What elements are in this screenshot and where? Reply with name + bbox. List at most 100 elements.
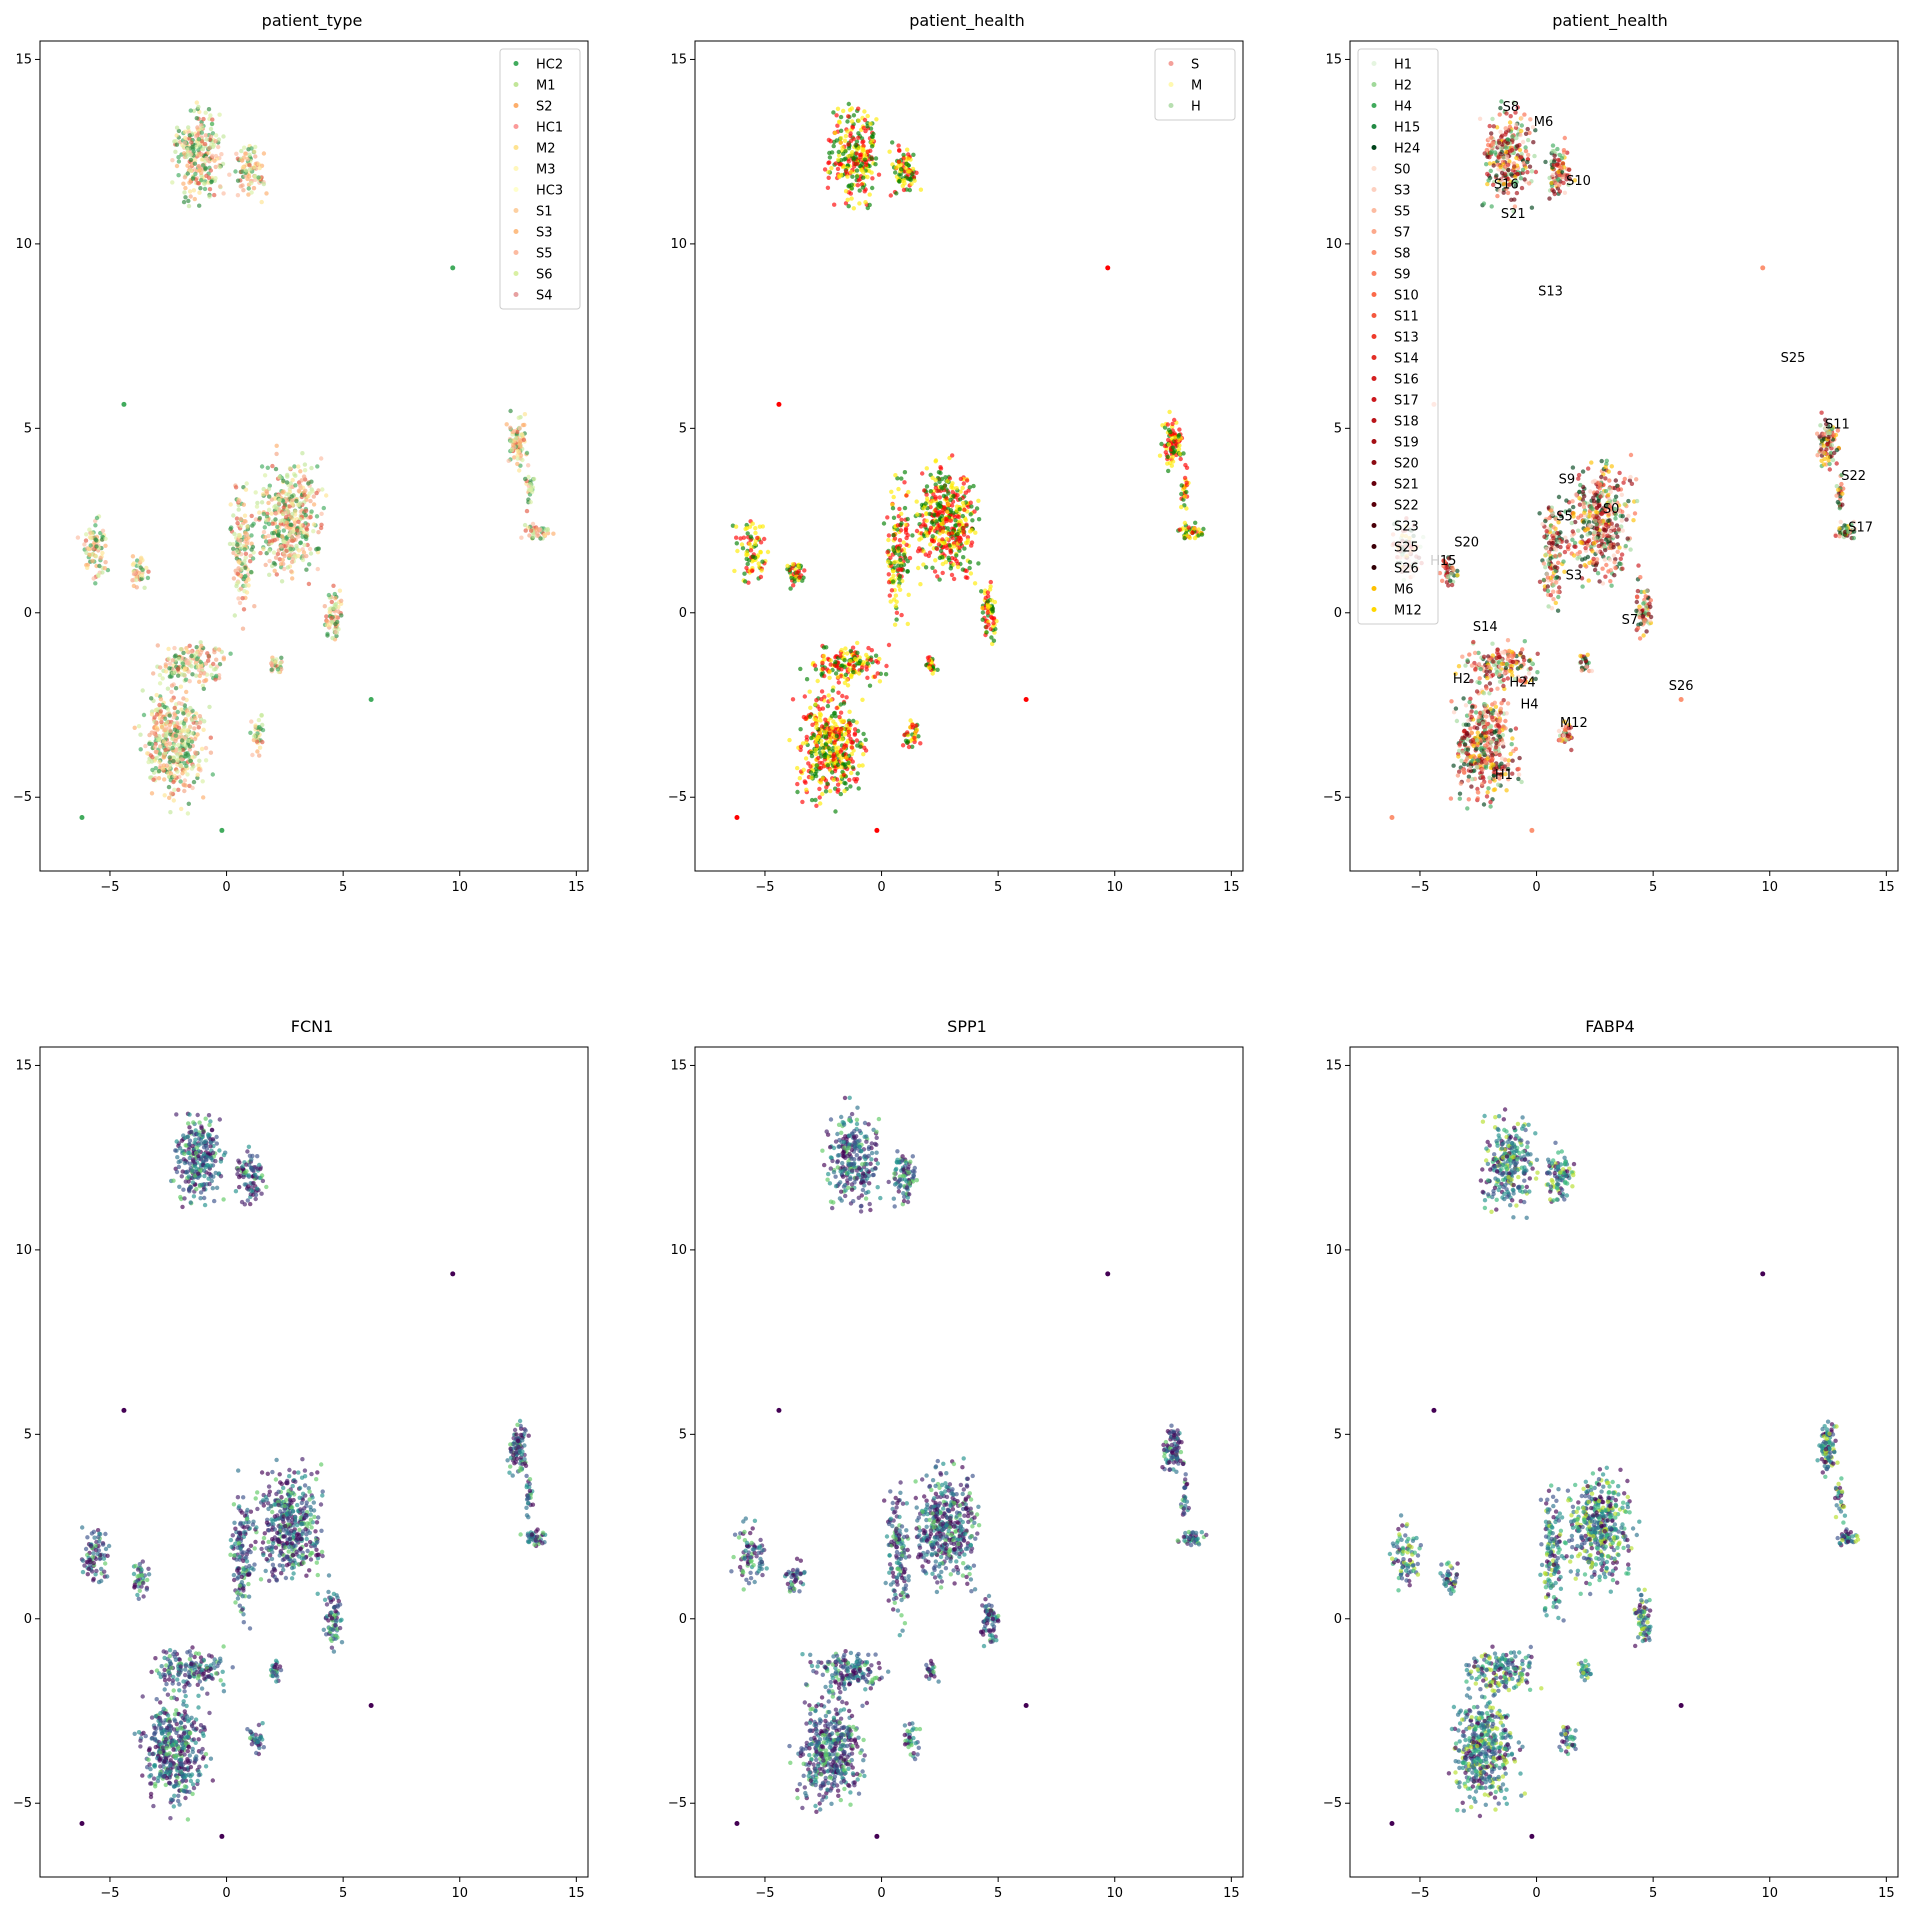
data-point <box>275 444 279 448</box>
data-point <box>180 738 184 742</box>
data-point <box>231 513 235 517</box>
data-point <box>237 533 241 537</box>
data-point <box>858 155 862 159</box>
data-point <box>849 649 853 653</box>
data-point <box>817 787 821 791</box>
data-point <box>892 495 896 499</box>
data-point <box>155 693 159 697</box>
data-point <box>915 529 919 533</box>
data-point <box>861 139 865 143</box>
data-point <box>241 627 245 631</box>
data-point <box>802 768 806 772</box>
data-point <box>1492 124 1496 128</box>
data-point <box>861 176 865 180</box>
data-point <box>924 565 928 569</box>
data-point <box>176 710 180 714</box>
data-point <box>1182 536 1186 540</box>
data-point <box>249 547 253 551</box>
data-point <box>282 505 286 509</box>
data-point <box>831 110 835 114</box>
data-point <box>1612 553 1616 557</box>
legend-label: S4 <box>536 289 553 304</box>
data-point <box>167 657 171 661</box>
data-point <box>915 728 919 732</box>
data-point <box>845 119 849 123</box>
data-point <box>210 154 214 158</box>
data-point <box>869 170 873 174</box>
data-point <box>168 713 172 717</box>
data-point <box>814 748 818 752</box>
data-point <box>214 165 218 169</box>
data-point <box>189 194 193 198</box>
data-point <box>505 422 509 426</box>
data-point <box>948 498 952 502</box>
data-point <box>884 664 888 668</box>
data-point <box>272 550 276 554</box>
data-point <box>193 716 197 720</box>
data-point <box>281 558 285 562</box>
data-point <box>308 547 312 551</box>
data-point <box>314 491 318 495</box>
data-point <box>941 571 945 575</box>
data-point <box>1580 541 1584 545</box>
data-point <box>969 504 973 508</box>
data-point <box>795 766 799 770</box>
data-point <box>755 536 759 540</box>
data-point <box>277 475 281 479</box>
data-point <box>834 746 838 750</box>
data-point <box>735 541 739 545</box>
data-point <box>850 183 854 187</box>
data-point <box>1201 527 1205 531</box>
data-point <box>202 687 206 691</box>
data-point <box>287 533 291 537</box>
data-point <box>841 152 845 156</box>
data-point <box>1179 492 1183 496</box>
data-point <box>844 169 848 173</box>
data-point <box>1556 561 1560 565</box>
data-point <box>828 751 832 755</box>
data-point <box>870 176 874 180</box>
data-point <box>1563 191 1567 195</box>
data-point <box>785 564 789 568</box>
data-point <box>523 477 527 481</box>
data-point <box>302 543 306 547</box>
data-point <box>1519 155 1523 159</box>
data-point <box>184 752 188 756</box>
data-point <box>274 467 278 471</box>
data-point <box>934 519 938 523</box>
x-tick-label: −5 <box>100 880 119 895</box>
data-point <box>823 755 827 759</box>
data-point <box>865 676 869 680</box>
data-point <box>1614 495 1618 499</box>
data-point <box>186 199 190 203</box>
data-point <box>1498 165 1502 169</box>
data-point <box>84 532 88 536</box>
x-tick-label: 0 <box>222 880 230 895</box>
data-point <box>103 566 107 570</box>
legend-label: HC2 <box>536 58 563 73</box>
data-point <box>528 482 532 486</box>
data-point <box>959 477 963 481</box>
data-point <box>1631 518 1635 522</box>
data-point <box>211 772 215 776</box>
data-point <box>515 462 519 466</box>
legend-label: S2 <box>536 100 553 115</box>
data-point <box>1620 552 1624 556</box>
data-point <box>192 726 196 730</box>
data-point <box>1553 565 1557 569</box>
data-point <box>856 771 860 775</box>
data-point <box>857 178 861 182</box>
data-point <box>290 502 294 506</box>
legend-label: S1 <box>536 205 553 220</box>
legend-marker <box>1169 103 1174 108</box>
data-point <box>91 546 95 550</box>
data-point <box>855 168 859 172</box>
data-point <box>96 573 100 577</box>
data-point <box>1538 580 1542 584</box>
data-point <box>1504 145 1508 149</box>
data-point <box>876 660 880 664</box>
data-point <box>239 587 243 591</box>
data-point <box>1183 463 1187 467</box>
y-tick-label: −5 <box>13 790 32 805</box>
data-point <box>196 105 200 109</box>
